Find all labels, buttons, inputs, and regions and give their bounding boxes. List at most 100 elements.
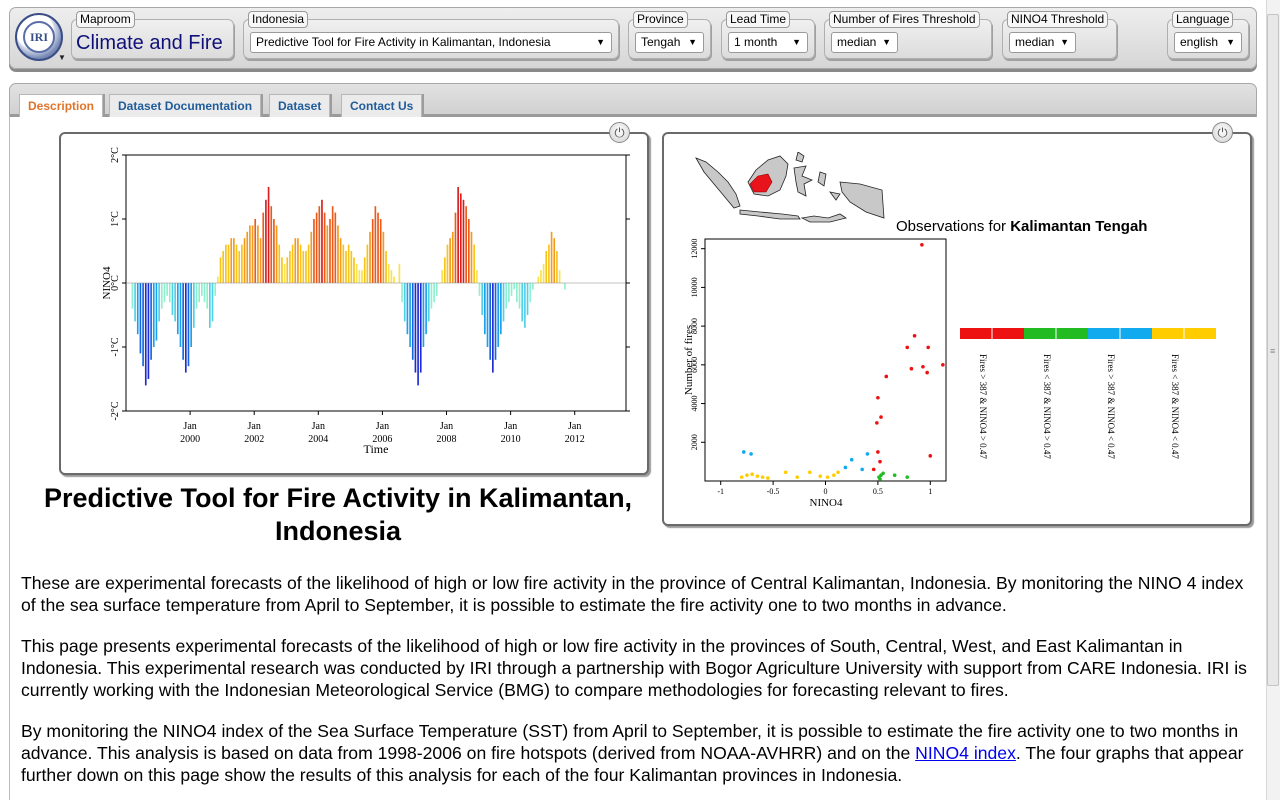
- ts-bar: [363, 257, 366, 283]
- iri-logo[interactable]: IRI: [15, 13, 63, 61]
- ts-bar: [529, 283, 532, 303]
- nino4-timeseries-chart: -2°C -1°C 0°C 1°C 2°C Jan 2000 Jan 2002 Jan 2004 Ja…: [101, 147, 630, 456]
- ts-bar: [403, 283, 406, 322]
- sc-point: [921, 364, 925, 369]
- ts-bar: [454, 212, 457, 283]
- ts-bar: [305, 251, 307, 283]
- region-dropdown[interactable]: Predictive Tool for Fire Activity in Kal…: [250, 32, 612, 53]
- sc-point: [878, 477, 882, 481]
- ts-bar: [195, 283, 198, 309]
- sc-point: [925, 370, 929, 375]
- ts-bar: [556, 251, 558, 283]
- intro-paragraph: These are experimental forecasts of the …: [21, 573, 1244, 615]
- sc-point: [920, 243, 924, 247]
- ts-bar: [451, 231, 454, 283]
- ts-xtick-label-month: Jan: [248, 421, 261, 432]
- ts-bar: [414, 283, 417, 373]
- ts-bar: [155, 283, 158, 341]
- logo-menu-caret-icon[interactable]: ▼: [58, 53, 66, 62]
- sc-xtick-label: 0: [824, 487, 828, 496]
- ts-bar: [486, 283, 489, 347]
- ts-bar: [323, 212, 326, 283]
- fires-threshold-label: Number of Fires Threshold: [829, 11, 980, 28]
- ts-bar: [443, 257, 446, 283]
- sc-point: [783, 470, 788, 475]
- tab-description[interactable]: Description: [19, 94, 104, 117]
- ts-bar: [473, 244, 475, 283]
- ts-bar: [526, 283, 529, 315]
- nino4-threshold-dropdown[interactable]: median ▼: [1009, 32, 1076, 53]
- power-icon[interactable]: ⏻: [1212, 122, 1233, 143]
- maproom-selector[interactable]: Maproom Climate and Fire: [71, 11, 234, 59]
- ts-bar: [459, 193, 462, 283]
- ts-bar: [387, 263, 390, 283]
- ts-bar: [524, 283, 526, 328]
- ts-xtick-label-month: Jan: [440, 421, 453, 432]
- ts-bar: [510, 283, 513, 296]
- sc-legend-label: Fires < 387 & NINO4 > 0.47: [1042, 354, 1052, 459]
- ts-bar: [209, 283, 211, 328]
- ts-bar: [219, 257, 222, 283]
- ts-bar: [366, 244, 369, 283]
- ts-bar: [214, 283, 217, 296]
- ts-bar: [409, 283, 411, 347]
- sc-point: [876, 395, 880, 400]
- maproom-title-link[interactable]: Climate and Fire: [76, 32, 223, 54]
- sc-point: [928, 454, 933, 458]
- ts-bar: [564, 283, 566, 290]
- ts-bar: [457, 187, 459, 283]
- map-papua: [839, 181, 885, 219]
- ts-bar: [337, 225, 339, 283]
- scrollbar-thumb[interactable]: [1267, 14, 1279, 686]
- ts-bar: [513, 283, 516, 290]
- sc-point: [766, 476, 770, 480]
- ts-bar: [329, 219, 331, 283]
- ts-bar: [540, 270, 542, 283]
- tab-contact-us[interactable]: Contact Us: [341, 94, 423, 117]
- ts-bar: [265, 199, 267, 283]
- language-dropdown[interactable]: english ▼: [1174, 32, 1242, 53]
- ts-bar: [374, 206, 377, 283]
- province-dropdown[interactable]: Tengah ▼: [635, 32, 704, 53]
- ts-xtick-label-year: 2010: [501, 434, 521, 445]
- ts-bar: [294, 238, 297, 283]
- ts-ytick-label: -1°C: [110, 337, 121, 356]
- ts-bar: [382, 231, 385, 283]
- ts-bar: [532, 283, 534, 290]
- ts-xtick-label-month: Jan: [568, 421, 581, 432]
- scatter-title-province: Kalimantan Tengah: [1010, 218, 1148, 235]
- ts-bar: [233, 238, 235, 283]
- ts-bar: [190, 283, 192, 347]
- ts-bar: [257, 225, 259, 283]
- ts-bar: [542, 263, 545, 283]
- ts-bar: [433, 283, 435, 303]
- ts-bar: [505, 283, 508, 309]
- sc-point: [875, 421, 879, 425]
- sc-point: [878, 459, 882, 464]
- ts-bar: [398, 263, 401, 283]
- ts-bar: [476, 270, 478, 283]
- ts-bar: [203, 283, 206, 303]
- ts-bar: [497, 283, 500, 347]
- chevron-down-icon: ▼: [596, 37, 605, 47]
- ts-ylabel: NINO4: [101, 266, 113, 299]
- scatter-title: Observations for Kalimantan Tengah: [896, 218, 1147, 235]
- ts-bar: [518, 283, 521, 309]
- ts-bar: [558, 270, 561, 283]
- ts-bar: [481, 283, 483, 315]
- fires-threshold-dropdown[interactable]: median ▼: [831, 32, 898, 53]
- tab-dataset[interactable]: Dataset: [269, 94, 331, 117]
- sc-legend-label: Fires < 387 & NINO4 < 0.47: [1170, 354, 1180, 459]
- sc-ylabel: Number of fires: [683, 325, 695, 395]
- nino4-index-link[interactable]: NINO4 index: [915, 743, 1016, 763]
- map-nusa-tenggara: [800, 213, 847, 223]
- ts-bar: [401, 283, 403, 303]
- lead-time-dropdown[interactable]: 1 month ▼: [728, 32, 808, 53]
- sc-ytick-label: 2000: [690, 434, 699, 450]
- sc-point: [739, 475, 744, 479]
- ts-bar: [297, 238, 299, 283]
- power-icon[interactable]: ⏻: [609, 122, 630, 143]
- sc-point: [741, 450, 746, 454]
- tab-dataset-documentation[interactable]: Dataset Documentation: [109, 94, 262, 117]
